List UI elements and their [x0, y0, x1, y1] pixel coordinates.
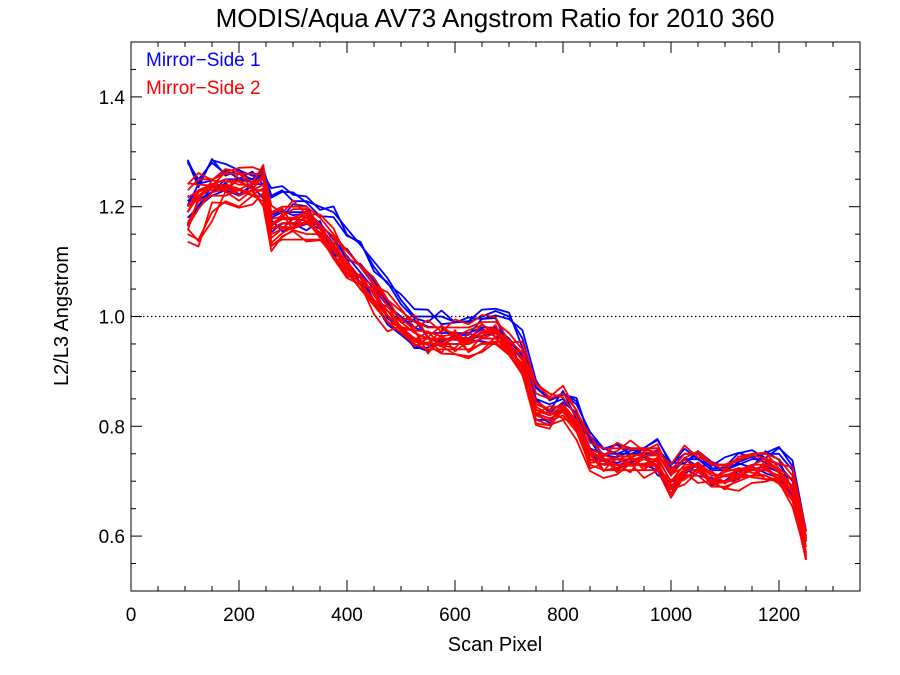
series-line-5-2	[187, 166, 807, 532]
x-axis-label: Scan Pixel	[448, 634, 543, 656]
series-line-3-0	[187, 194, 807, 559]
y-tick-label-1.4: 1.4	[99, 88, 126, 109]
series-line-6-1	[186, 188, 807, 553]
chart-title: MODIS/Aqua AV73 Angstrom Ratio for 2010 …	[216, 3, 775, 33]
series-line-3-2	[187, 191, 807, 556]
y-axis-label: L2/L3 Angstrom	[51, 246, 73, 386]
x-tick-label-400: 400	[331, 605, 363, 626]
x-tick-label-200: 200	[223, 605, 255, 626]
y-tick-label-0.6: 0.6	[99, 527, 125, 548]
series-line-6-2	[186, 186, 807, 560]
series-line-7-1	[187, 173, 807, 558]
x-tick-label-800: 800	[547, 605, 579, 626]
series-line-6-0	[186, 189, 807, 553]
series-line-3-1	[187, 188, 807, 555]
legend-label-mirror-side-1: Mirror−Side 1	[146, 50, 261, 71]
series-line-5-0	[187, 172, 807, 537]
y-tick-label-0.8: 0.8	[99, 417, 125, 438]
x-tick-label-1000: 1000	[650, 605, 692, 626]
series-layer	[186, 158, 807, 560]
x-tick-label-1200: 1200	[758, 605, 800, 626]
y-tick-label-1.2: 1.2	[99, 198, 125, 219]
x-tick-label-600: 600	[439, 605, 471, 626]
legend: Mirror−Side 1 Mirror−Side 2	[146, 50, 261, 99]
ticks-layer: 0 200 400 600 800 1000 1200 0.6 0.8 1.0 1.2 1.4	[99, 41, 861, 626]
y-tick-label-1: 1.0	[99, 308, 125, 329]
legend-label-mirror-side-2: Mirror−Side 2	[146, 78, 261, 99]
series-line-1-0	[187, 189, 807, 553]
x-tick-label-0: 0	[126, 605, 137, 626]
series-line-7-2	[186, 176, 807, 560]
